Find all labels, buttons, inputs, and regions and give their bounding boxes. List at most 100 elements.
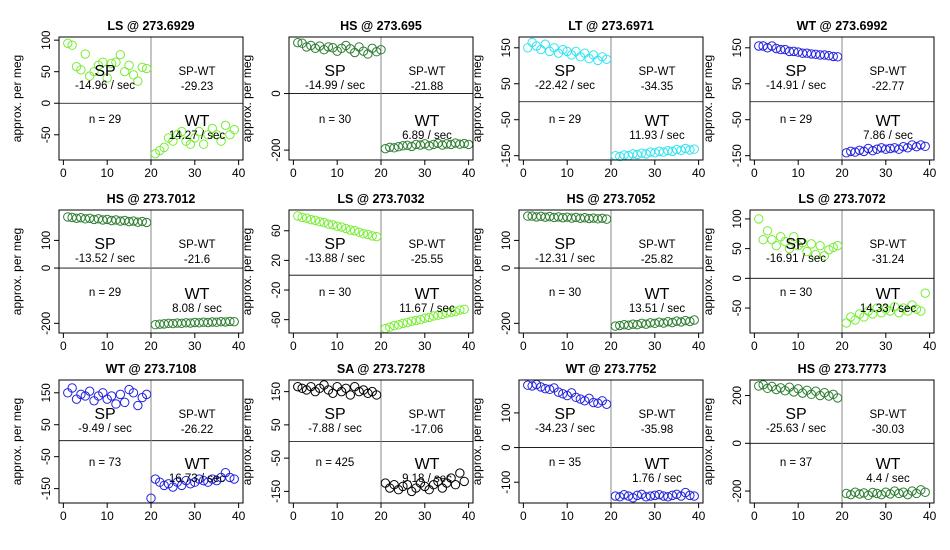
sp-rate: -25.63 / sec xyxy=(766,423,826,435)
diff-label: SP-WT xyxy=(178,66,215,78)
x-tick-label: 20 xyxy=(144,509,158,523)
data-point xyxy=(345,225,356,235)
wt-rate: 6.89 / sec xyxy=(402,130,452,142)
y-axis-label: approx. per meg xyxy=(470,55,484,142)
wt-label: WT xyxy=(185,456,210,473)
sp-rate: -13.88 / sec xyxy=(305,253,365,265)
x-tick-label: 20 xyxy=(374,339,388,353)
panel-8: LS @ 273.7072 approx. per meg 0 10 20 30 40 -50… xyxy=(701,192,937,353)
data-point xyxy=(71,394,82,404)
x-tick-label: 40 xyxy=(232,509,246,523)
data-point xyxy=(645,491,656,501)
x-tick-label: 40 xyxy=(923,166,937,180)
x-tick-label: 20 xyxy=(835,166,849,180)
data-point xyxy=(553,387,564,397)
x-tick-label: 30 xyxy=(418,509,432,523)
data-point xyxy=(111,399,121,409)
data-point xyxy=(328,388,338,398)
data-point xyxy=(332,381,342,392)
panel-title: LS @ 273.7032 xyxy=(337,192,424,206)
data-point xyxy=(867,487,878,498)
panel-7: HS @ 273.7052 approx. per meg 0 10 20 30 40 -20… xyxy=(470,192,706,353)
data-point xyxy=(336,222,347,232)
data-point xyxy=(133,400,143,411)
x-tick-label: 10 xyxy=(561,166,575,180)
data-point xyxy=(89,396,99,406)
data-point xyxy=(115,49,126,60)
diff-value: -31.24 xyxy=(872,254,905,266)
y-tick-label: -150 xyxy=(732,144,744,167)
data-point xyxy=(898,141,909,152)
data-point xyxy=(806,239,817,249)
data-point xyxy=(323,219,334,229)
data-point xyxy=(459,138,469,149)
data-point xyxy=(358,229,369,239)
data-point xyxy=(229,316,239,327)
data-point xyxy=(137,62,147,72)
wt-label: WT xyxy=(645,113,670,130)
data-point xyxy=(111,57,121,67)
data-point xyxy=(350,381,360,392)
data-point xyxy=(442,308,452,318)
data-point xyxy=(310,43,320,54)
data-point xyxy=(80,49,90,59)
data-point xyxy=(784,243,795,254)
y-tick-label: -200 xyxy=(732,480,744,503)
diff-label: SP-WT xyxy=(638,239,675,251)
sp-label: SP xyxy=(554,236,575,253)
panel-title: LT @ 273.6971 xyxy=(568,19,654,33)
x-tick-label: 40 xyxy=(462,166,476,180)
data-point xyxy=(98,57,108,67)
wt-rate: 1.76 / sec xyxy=(632,473,682,485)
y-axis-label: approx. per meg xyxy=(701,228,715,315)
data-point xyxy=(168,136,178,146)
x-tick-label: 0 xyxy=(290,339,297,353)
data-point xyxy=(771,384,781,395)
data-point xyxy=(98,388,108,398)
data-point xyxy=(424,141,434,151)
data-point xyxy=(867,145,878,156)
data-point xyxy=(754,41,764,51)
x-tick-label: 0 xyxy=(751,166,758,180)
wt-label: WT xyxy=(876,286,901,303)
data-point xyxy=(780,44,790,55)
data-point xyxy=(367,231,377,241)
y-tick-label: 50 xyxy=(271,418,283,431)
data-point xyxy=(588,397,599,408)
data-point xyxy=(641,492,651,502)
data-point xyxy=(76,389,86,400)
data-point xyxy=(455,305,465,315)
panel-title: HS @ 273.7773 xyxy=(798,362,887,376)
data-point xyxy=(141,217,152,228)
data-point xyxy=(859,312,869,322)
data-point xyxy=(446,473,456,483)
data-point xyxy=(428,311,439,321)
data-point xyxy=(341,383,351,394)
data-point xyxy=(459,304,469,314)
sp-label: SP xyxy=(785,63,806,80)
data-point xyxy=(194,474,204,484)
x-tick-label: 40 xyxy=(923,339,937,353)
data-point xyxy=(229,474,239,484)
data-point xyxy=(540,39,550,49)
data-point xyxy=(63,212,73,222)
y-tick-label: 100 xyxy=(41,231,53,250)
data-point xyxy=(889,302,900,312)
data-point xyxy=(632,490,642,501)
data-point xyxy=(832,52,843,62)
data-point xyxy=(415,314,426,325)
x-tick-label: 0 xyxy=(60,166,67,180)
diff-label: SP-WT xyxy=(638,409,675,421)
data-point xyxy=(819,50,830,60)
data-point xyxy=(301,213,312,223)
data-point xyxy=(628,493,638,503)
data-point xyxy=(128,70,139,80)
data-point xyxy=(345,390,356,400)
n-label: n = 425 xyxy=(316,457,355,469)
data-point xyxy=(402,317,412,328)
wt-rate: 16.73 / sec xyxy=(169,473,226,485)
diff-label: SP-WT xyxy=(869,409,906,421)
panel-title: LS @ 273.7072 xyxy=(798,192,885,206)
data-point xyxy=(293,211,303,221)
data-point xyxy=(654,489,664,500)
